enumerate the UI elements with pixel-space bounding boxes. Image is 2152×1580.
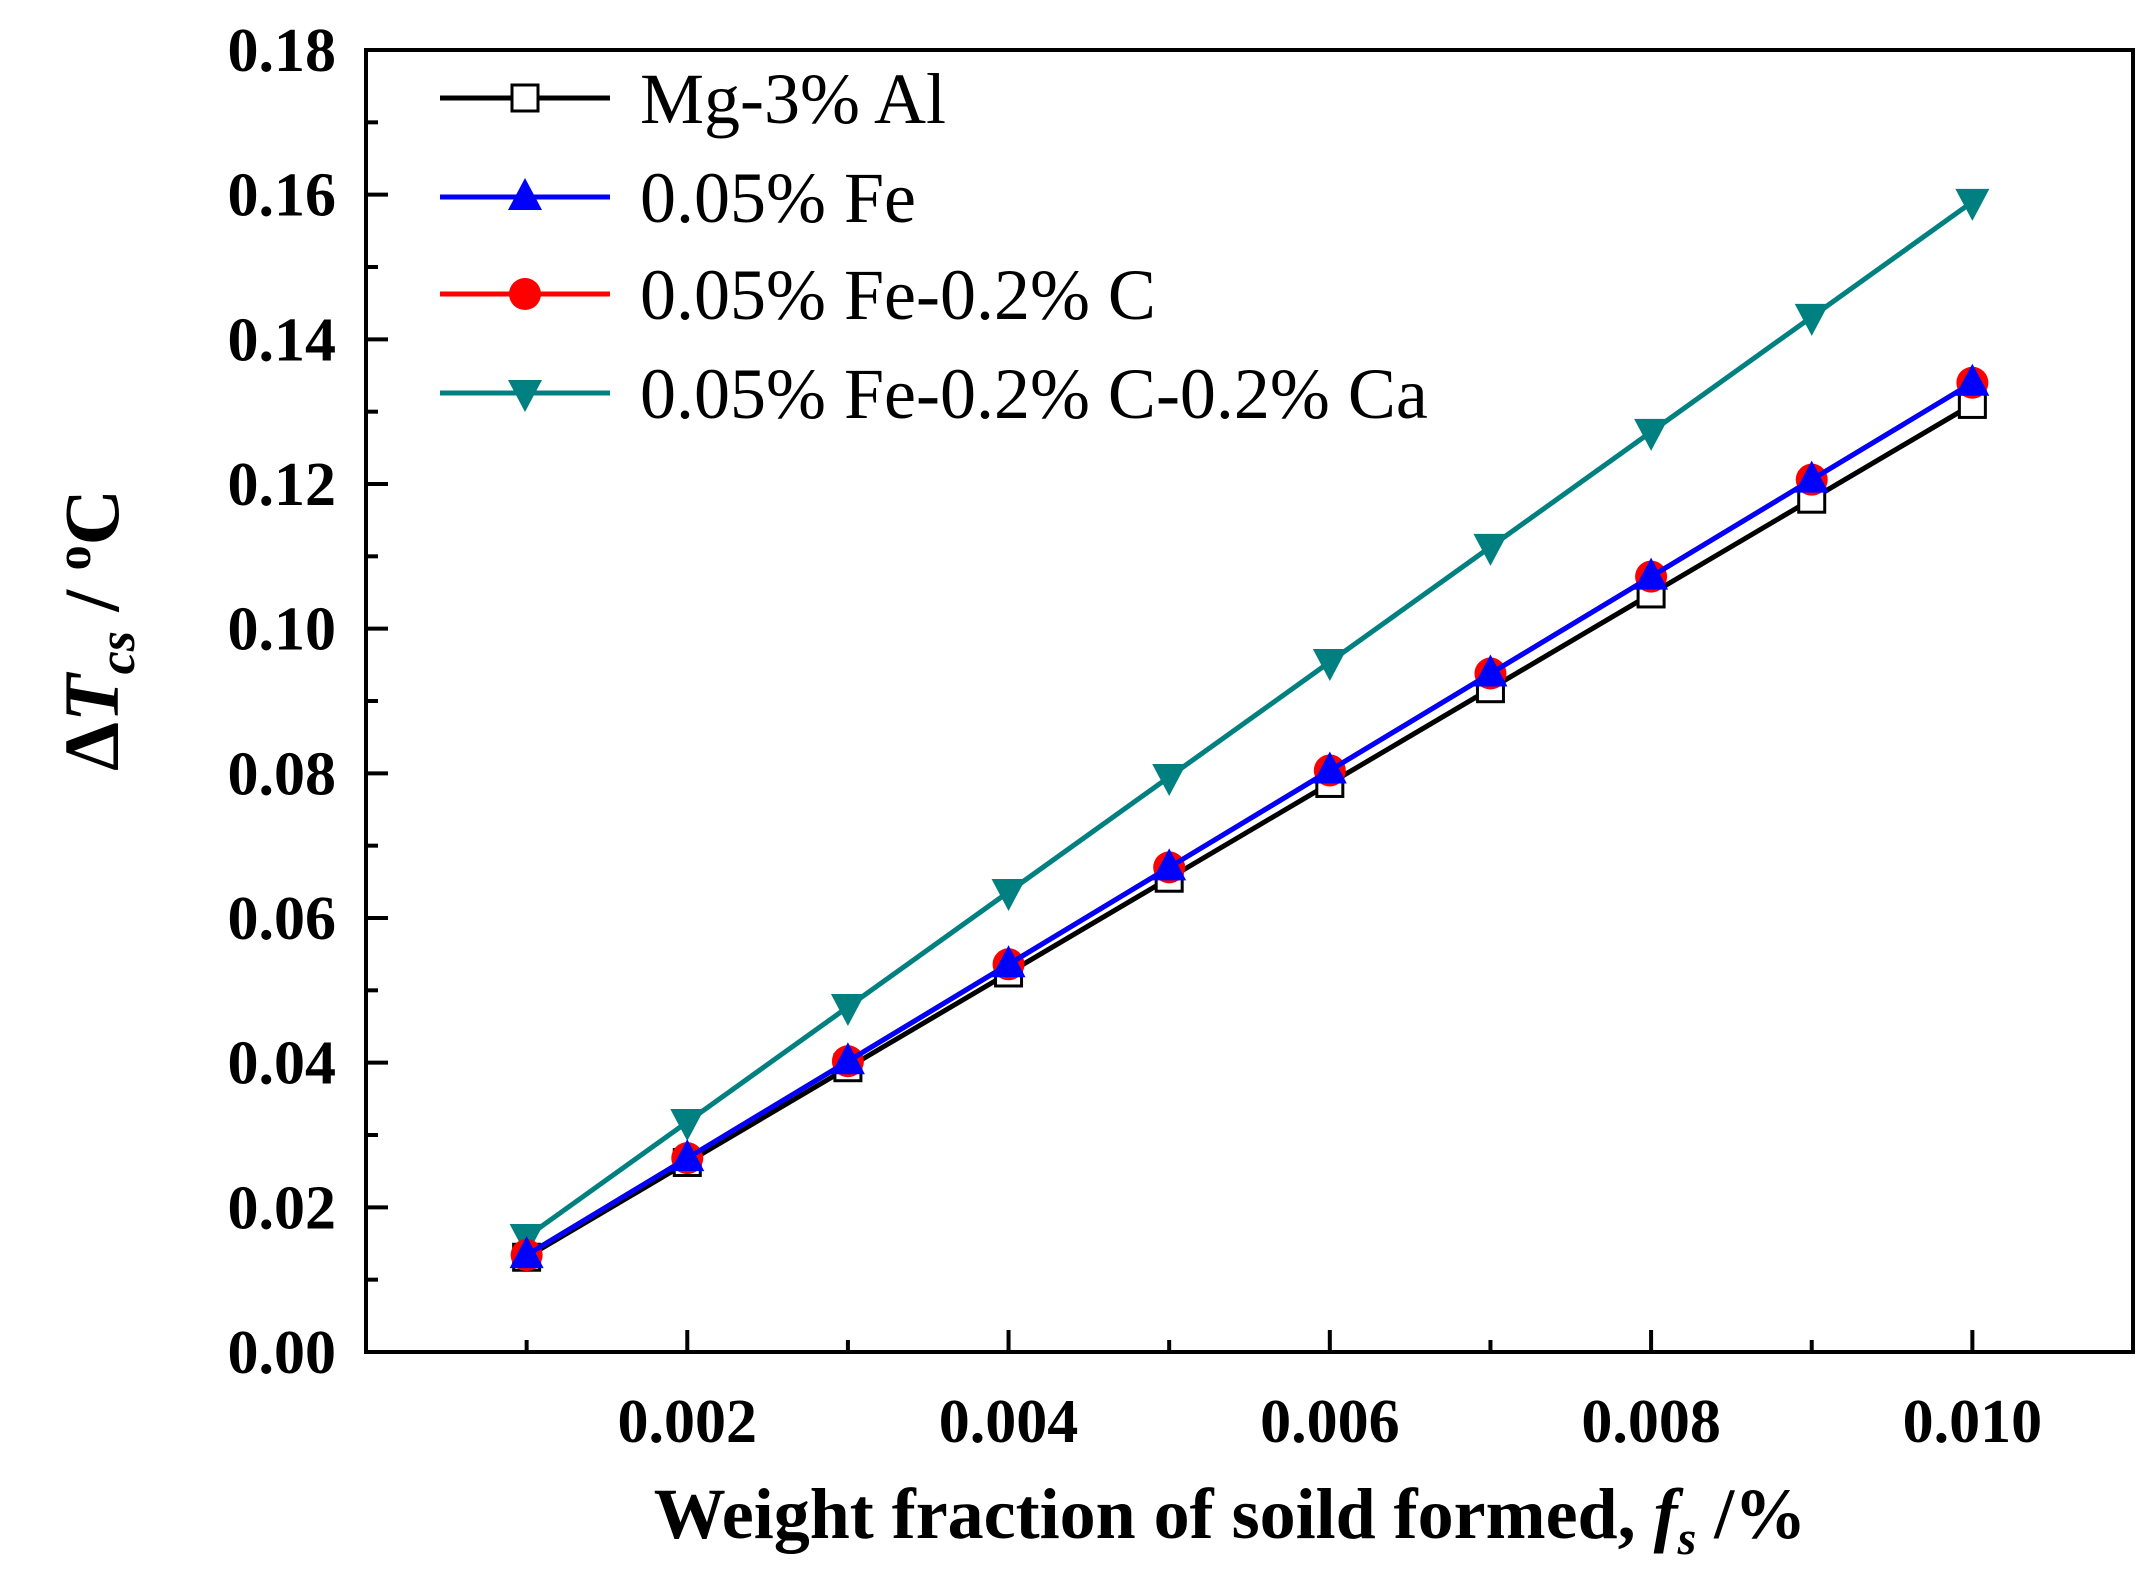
data-point: [1955, 188, 1990, 221]
series-2: [509, 363, 1990, 1269]
legend: Mg-3% Al 0.05% Fe 0.05% Fe-0.2% C 0.05% Fe-…: [440, 59, 1428, 434]
data-point: [509, 1236, 544, 1269]
x-tick-label: 0.002: [618, 1388, 758, 1456]
legend-marker: [509, 278, 541, 310]
y-axis-title-sub: cs: [89, 631, 146, 674]
y-tick-label: 0.18: [228, 17, 337, 85]
series-layer: [509, 188, 1990, 1272]
legend-marker: [508, 380, 542, 412]
x-axis-title-main: Weight fraction of soild formed,: [654, 1474, 1654, 1554]
data-point: [830, 1042, 865, 1075]
legend-entry: 0.05% Fe-0.2% C: [440, 255, 1156, 335]
data-point: [670, 1108, 705, 1141]
series-4: [509, 188, 1990, 1256]
y-tick-label: 0.10: [228, 596, 337, 664]
data-point: [991, 945, 1026, 978]
data-point: [1794, 460, 1829, 493]
series-line: [525, 199, 1974, 1240]
data-point: [1794, 303, 1829, 336]
x-tick-label: 0.010: [1903, 1388, 2043, 1456]
axis-ticks: [366, 48, 1975, 1354]
series-1: [512, 389, 1987, 1272]
y-axis-title-unit: /: [48, 570, 135, 631]
data-point: [1152, 763, 1187, 796]
data-point: [1312, 751, 1347, 784]
plot-frame: [364, 48, 2135, 1354]
x-tick-label: 0.006: [1260, 1388, 1400, 1456]
x-tick-labels: 0.002 0.004 0.006 0.008 0.010: [618, 1388, 2043, 1456]
data-point: [1312, 648, 1347, 681]
legend-marker: [508, 178, 542, 210]
y-axis-title-unit-end: C: [48, 489, 135, 545]
y-tick-label: 0.00: [228, 1319, 337, 1387]
series-line: [525, 380, 1974, 1258]
data-point: [1473, 533, 1508, 566]
legend-label: Mg-3% Al: [640, 59, 946, 139]
data-point: [670, 1139, 705, 1172]
data-point: [1634, 557, 1669, 590]
y-tick-labels: 0.00 0.02 0.04 0.06 0.08 0.10 0.12 0.14 0.16 0.18: [228, 17, 337, 1387]
legend-label: 0.05% Fe-0.2% C-0.2% Ca: [640, 354, 1428, 434]
data-point: [1634, 418, 1669, 451]
data-point: [991, 878, 1026, 911]
legend-entry: Mg-3% Al: [440, 59, 946, 139]
legend-label: 0.05% Fe-0.2% C: [640, 255, 1156, 335]
x-tick-label: 0.004: [939, 1388, 1079, 1456]
y-axis-title-delta: Δ: [48, 722, 135, 771]
data-point: [830, 993, 865, 1026]
y-tick-label: 0.16: [228, 162, 337, 230]
legend-label: 0.05% Fe: [640, 158, 916, 238]
y-tick-label: 0.08: [228, 740, 337, 808]
y-tick-label: 0.12: [228, 451, 337, 519]
x-axis-title-sub: s: [1677, 1512, 1697, 1565]
y-tick-label: 0.04: [228, 1030, 337, 1098]
y-tick-label: 0.02: [228, 1174, 337, 1242]
x-axis-title-unit: /%: [1696, 1474, 1806, 1554]
x-axis-title: Weight fraction of soild formed, fs /%: [654, 1474, 1807, 1565]
legend-entry: 0.05% Fe: [440, 158, 916, 238]
y-tick-label: 0.14: [228, 306, 337, 374]
y-axis-title: ΔTcs / oC: [45, 489, 146, 771]
data-point: [1955, 363, 1990, 396]
legend-entry: 0.05% Fe-0.2% C-0.2% Ca: [440, 354, 1428, 434]
series-line: [525, 402, 1974, 1260]
y-axis-title-degree: o: [45, 545, 101, 570]
data-point: [1152, 848, 1187, 881]
legend-marker: [510, 83, 540, 113]
y-tick-label: 0.06: [228, 885, 337, 953]
x-tick-label: 0.008: [1581, 1388, 1721, 1456]
y-axis-title-var: T: [48, 671, 135, 722]
data-point: [1473, 654, 1508, 687]
